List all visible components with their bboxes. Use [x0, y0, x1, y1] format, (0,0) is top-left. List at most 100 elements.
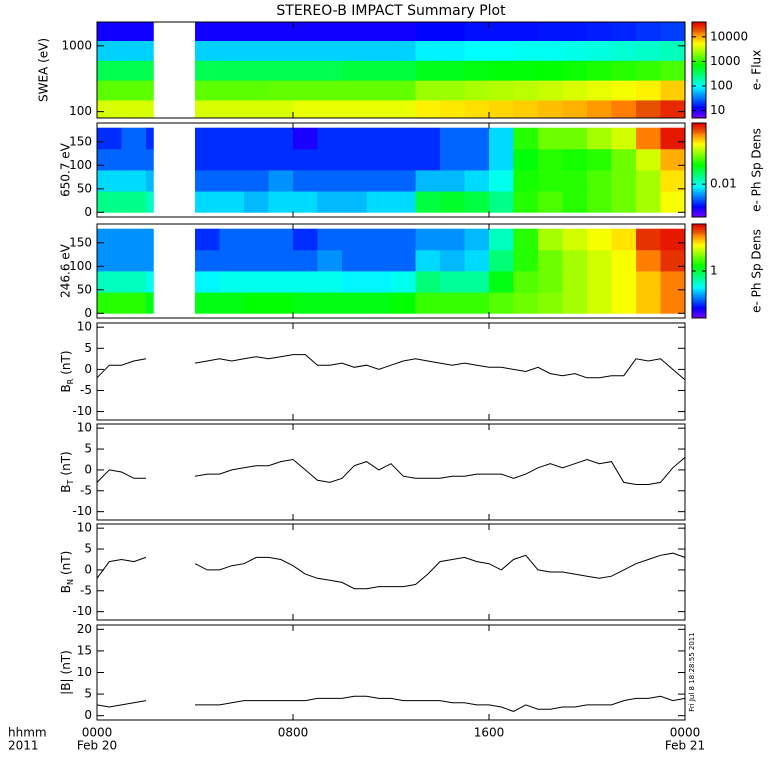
heatmap-cell	[195, 271, 220, 293]
heatmap-cell	[244, 40, 269, 61]
colorbar-segment	[692, 156, 706, 159]
heatmap-cell	[538, 292, 563, 314]
heatmap-cell	[268, 170, 294, 192]
colorbar-segment	[692, 225, 706, 229]
colorbar-segment	[692, 237, 706, 241]
colorbar-segment	[692, 98, 706, 101]
heatmap-cell	[195, 170, 220, 192]
heatmap-cell	[513, 80, 539, 101]
heatmap-cell	[391, 127, 416, 150]
heatmap-cell	[562, 40, 588, 61]
heatmap-cell	[611, 249, 637, 272]
heatmap-cell	[538, 249, 563, 272]
heatmap-cell	[268, 292, 294, 314]
colorbar-segment	[692, 150, 706, 153]
heatmap-cell	[121, 148, 147, 171]
heatmap-cell	[611, 100, 637, 119]
y-tick-label: 1000	[61, 38, 92, 52]
heatmap-cell	[146, 191, 154, 213]
colorbar-segment	[692, 247, 706, 250]
heatmap-cell	[195, 127, 220, 150]
heatmap-cell	[587, 191, 612, 213]
colorbar-segment	[692, 249, 706, 252]
heatmap-cell	[562, 271, 588, 293]
colorbar-segment	[692, 211, 706, 214]
heatmap-cell	[342, 170, 367, 192]
heatmap-cell	[342, 148, 367, 171]
heatmap-cell	[464, 292, 490, 314]
heatmap-cell	[121, 40, 147, 61]
colorbar-segment	[692, 72, 706, 75]
colorbar-segment	[692, 205, 706, 208]
heatmap-cell	[391, 40, 416, 61]
heatmap-cell	[366, 127, 392, 150]
colorbar-segment	[692, 32, 706, 35]
colorbar-segment	[692, 282, 706, 286]
x-date-label: Feb 21	[665, 739, 705, 753]
heatmap-cell	[366, 60, 392, 81]
heatmap-cell	[611, 40, 637, 61]
colorbar-segment	[692, 38, 706, 41]
colorbar-segment	[692, 175, 706, 179]
heatmap-cell	[293, 40, 318, 61]
heatmap-cell	[342, 228, 367, 251]
y-axis-label-subscript: T	[66, 479, 75, 485]
colorbar-segment	[692, 191, 706, 194]
colorbar-tick-label: 1000	[710, 54, 741, 68]
heatmap-cell	[293, 148, 318, 171]
heatmap-cell	[587, 170, 612, 192]
heatmap-cell	[195, 292, 220, 314]
colorbar-segment	[692, 126, 706, 130]
colorbar-segment	[692, 80, 706, 83]
heatmap-cell	[268, 60, 294, 81]
colorbar-segment	[692, 269, 706, 272]
colorbar-segment	[692, 224, 706, 227]
heatmap-cell	[538, 100, 563, 119]
heatmap-cell	[317, 148, 343, 171]
heatmap-cell	[464, 271, 490, 293]
heatmap-cell	[317, 249, 343, 272]
heatmap-cell	[219, 127, 245, 150]
colorbar-segment	[692, 100, 706, 103]
y-tick-label: -10	[72, 404, 92, 418]
heatmap-cell	[317, 271, 343, 293]
colorbar-segment	[692, 58, 706, 61]
heatmap-cell	[146, 148, 154, 171]
heatmap-cell	[538, 80, 563, 101]
heatmap-cell	[538, 60, 563, 81]
heatmap-cell	[219, 292, 245, 314]
y-tick-label: 0	[84, 708, 92, 722]
heatmap-cell	[391, 148, 416, 171]
heatmap-cell	[97, 100, 122, 119]
heatmap-cell	[587, 249, 612, 272]
heatmap-cell	[464, 228, 490, 251]
heatmap-cell	[636, 127, 661, 150]
heatmap-cell	[513, 40, 539, 61]
y-tick-label: -10	[72, 504, 92, 518]
y-axis-label-unit: (nT)	[59, 350, 73, 374]
heatmap-cell	[219, 40, 245, 61]
heatmap-cell	[636, 60, 661, 81]
colorbar-segment	[692, 251, 706, 254]
colorbar-segment	[692, 231, 706, 235]
colorbar-segment	[692, 265, 706, 268]
heatmap-cell	[538, 40, 563, 61]
heatmap-cell	[317, 228, 343, 251]
colorbar-segment	[692, 54, 706, 57]
heatmap-cell	[244, 60, 269, 81]
colorbar-segment	[692, 142, 706, 146]
colorbar-segment	[692, 187, 706, 191]
heatmap-cell	[415, 249, 441, 272]
heatmap-cell	[415, 100, 441, 119]
heatmap-cell	[268, 127, 294, 150]
colorbar-segment	[692, 300, 706, 303]
heatmap-cell	[293, 271, 318, 293]
colorbar-segment	[692, 316, 706, 319]
heatmap-cell	[660, 191, 686, 213]
y-axis-label: SWEA (eV)	[37, 38, 51, 102]
colorbar-segment	[692, 271, 706, 274]
colorbar-segment	[692, 189, 706, 193]
colorbar-segment	[692, 241, 706, 245]
heatmap-cell	[660, 60, 686, 81]
heatmap-cell	[562, 191, 588, 213]
